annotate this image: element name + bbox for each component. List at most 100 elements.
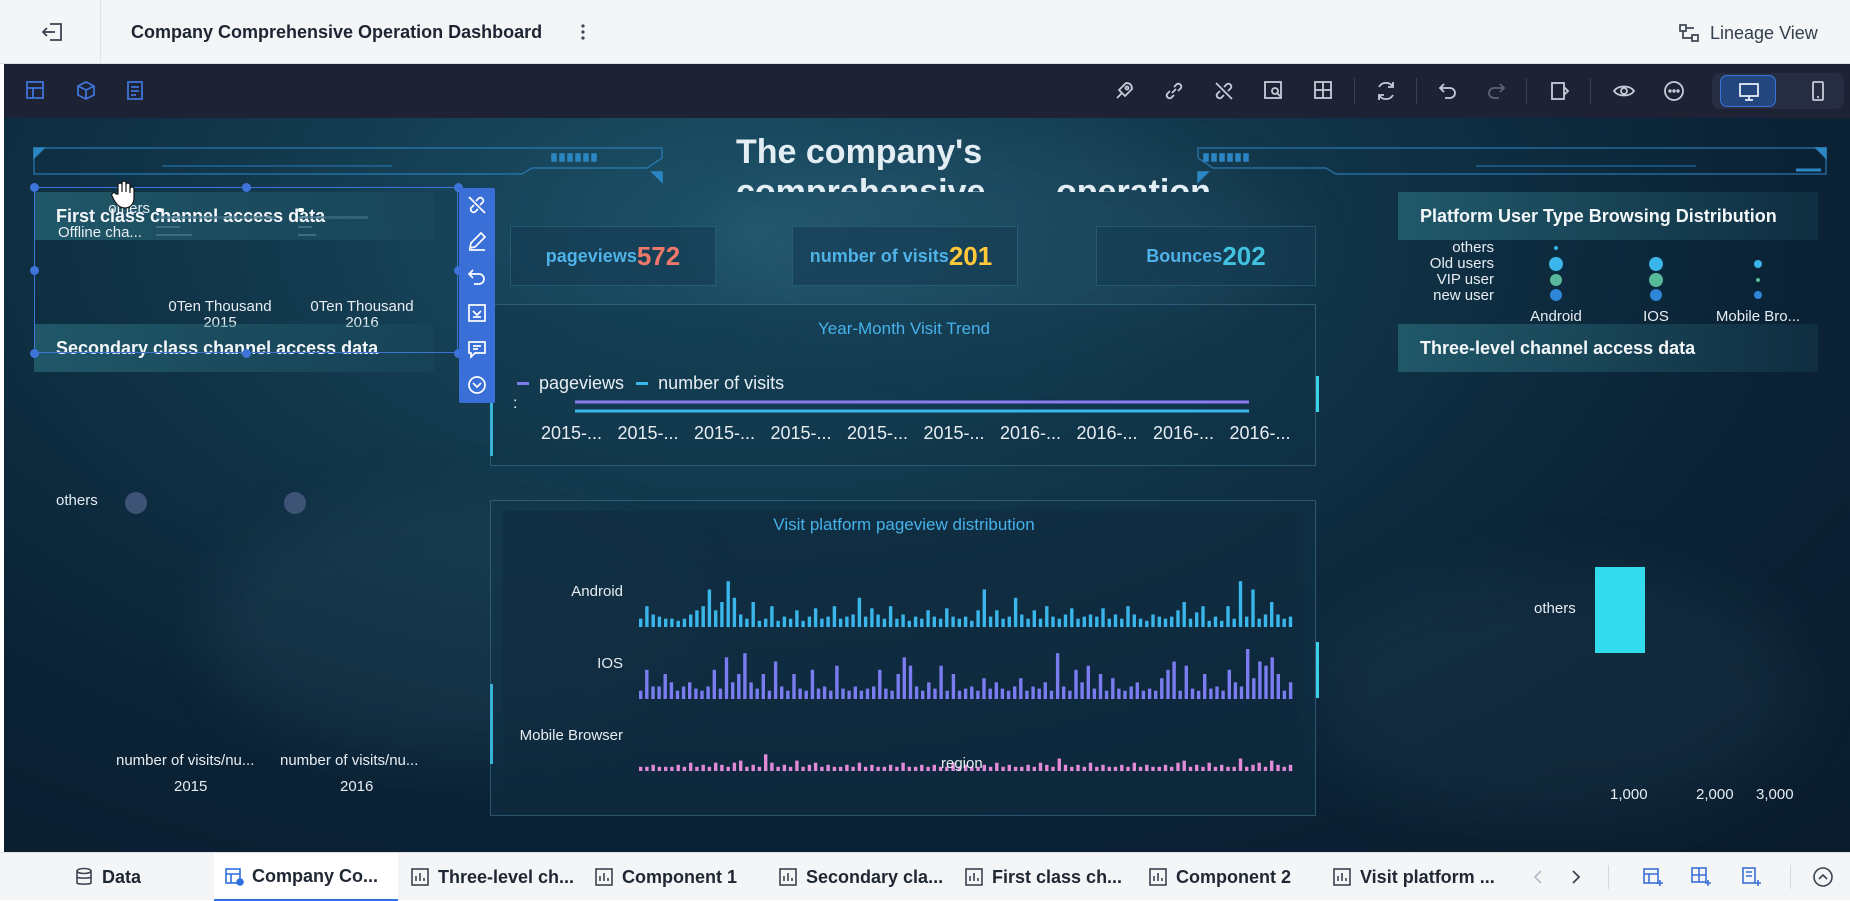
bar-mobile-browser — [1088, 762, 1093, 771]
scroll-indicator[interactable] — [1316, 376, 1319, 412]
more-vertical-icon[interactable] — [578, 21, 588, 43]
resize-handle[interactable] — [30, 349, 39, 358]
exit-icon[interactable] — [40, 21, 64, 43]
resize-handle[interactable] — [454, 266, 463, 275]
undo-icon[interactable] — [466, 266, 488, 288]
bar-ios — [853, 686, 857, 699]
scroll-left-icon[interactable] — [1528, 867, 1548, 887]
tab-first-class[interactable]: First class ch... — [964, 853, 1122, 901]
scroll-indicator[interactable] — [1316, 642, 1319, 698]
bar-ios — [1086, 665, 1090, 699]
x-tick: 1,000 — [1610, 786, 1648, 803]
bar-ios — [1080, 682, 1084, 699]
replace-icon[interactable] — [466, 302, 488, 324]
device-toggle — [1712, 73, 1844, 109]
edit-icon[interactable] — [466, 230, 488, 252]
bar-ios — [792, 674, 796, 699]
bar-ios — [1166, 669, 1170, 699]
bar-mobile-browser — [645, 766, 649, 771]
resize-handle[interactable] — [30, 266, 39, 275]
add-dashboard-icon[interactable] — [1642, 866, 1664, 888]
unlink-icon[interactable] — [466, 194, 488, 216]
selected-component-frame[interactable] — [30, 183, 463, 358]
trend-chart-panel[interactable]: Year-Month Visit Trend pageviews number … — [490, 304, 1316, 466]
undo-icon[interactable] — [1436, 79, 1460, 103]
tab-label: Three-level ch... — [438, 866, 575, 887]
tab-secondary[interactable]: Secondary cla... — [778, 853, 943, 901]
bar-android — [1182, 602, 1186, 627]
layout-panel-icon[interactable] — [1548, 79, 1572, 103]
database-icon — [76, 867, 92, 885]
tab-component-2[interactable]: Component 2 — [1148, 853, 1291, 901]
scroll-indicator[interactable] — [490, 400, 493, 456]
add-cube-icon[interactable] — [74, 79, 98, 103]
chart-icon — [411, 868, 429, 886]
comment-icon[interactable] — [466, 338, 488, 360]
tab-data[interactable]: Data — [74, 853, 141, 901]
tab-visit-platform[interactable]: Visit platform ... — [1332, 853, 1495, 901]
resize-handle[interactable] — [30, 183, 39, 192]
bar-android — [657, 616, 662, 627]
tab-component-1[interactable]: Component 1 — [594, 853, 737, 901]
desktop-button[interactable] — [1720, 75, 1776, 107]
bar-ios — [786, 690, 790, 699]
more-options-icon[interactable] — [1662, 79, 1686, 103]
bar-ios — [773, 661, 778, 699]
bar-android — [932, 616, 936, 627]
bar-mobile-browser — [639, 766, 643, 771]
unlink-icon[interactable] — [1212, 79, 1236, 103]
tab-three-level[interactable]: Three-level ch... — [410, 853, 574, 901]
bar-ios — [645, 669, 649, 699]
add-grid-icon[interactable] — [1690, 866, 1712, 888]
bar-ios — [816, 688, 821, 699]
three-level-panel-title[interactable]: Three-level channel access data — [1398, 324, 1818, 372]
add-dashboard-icon[interactable] — [24, 79, 48, 103]
bar-mobile-browser — [1076, 764, 1080, 772]
bar-android — [1213, 616, 1218, 627]
resize-handle[interactable] — [242, 183, 251, 192]
chart-icon — [965, 868, 983, 886]
user-type-panel-title[interactable]: Platform User Type Browsing Distribution — [1398, 192, 1818, 240]
scroll-indicator[interactable] — [490, 684, 493, 764]
collapse-up-icon[interactable] — [1812, 866, 1834, 888]
resize-handle[interactable] — [242, 349, 251, 358]
bar-mobile-browser — [813, 762, 818, 771]
bar-mobile-browser — [732, 762, 737, 771]
scroll-right-icon[interactable] — [1566, 867, 1586, 887]
bar-android — [1107, 618, 1111, 627]
add-report-icon[interactable] — [1740, 866, 1762, 888]
expand-down-icon[interactable] — [466, 374, 488, 396]
resize-handle[interactable] — [454, 183, 463, 192]
bar-mobile-browser — [1070, 766, 1074, 771]
bar-mobile-browser — [1226, 766, 1230, 771]
link-icon[interactable] — [1162, 79, 1186, 103]
bar-mobile-browser — [695, 766, 699, 771]
lineage-view-button[interactable]: Lineage View — [1678, 20, 1818, 46]
preview-icon[interactable] — [1612, 79, 1636, 103]
mobile-icon[interactable] — [1806, 79, 1830, 103]
tab-company-dashboard[interactable]: Company Co... — [214, 853, 398, 901]
bar-mobile-browser — [1232, 766, 1236, 771]
bar-mobile-browser — [1282, 766, 1286, 771]
bar-mobile-browser — [764, 754, 768, 771]
image-search-icon[interactable] — [1262, 79, 1286, 103]
bar-ios — [1246, 649, 1250, 699]
row-label: new user — [1433, 287, 1494, 304]
secondary-panel-title[interactable]: Secondary class channel access data — [34, 324, 434, 372]
bar-ios — [749, 682, 753, 699]
bar-mobile-browser — [1095, 766, 1099, 771]
platform-distribution-panel[interactable]: Visit platform pageview distribution And… — [490, 500, 1316, 816]
resize-handle[interactable] — [454, 349, 463, 358]
add-report-icon[interactable] — [124, 79, 148, 103]
bar-mobile-browser — [832, 766, 837, 771]
bar-mobile-browser — [926, 766, 930, 771]
refresh-icon[interactable] — [1374, 79, 1398, 103]
bar-ios — [1178, 690, 1182, 699]
redo-icon[interactable] — [1484, 79, 1508, 103]
bar-android — [1063, 614, 1068, 627]
bar-mobile-browser — [1151, 766, 1155, 771]
bar-android — [1151, 614, 1155, 627]
bar-mobile-browser — [1220, 764, 1224, 772]
rocket-icon[interactable] — [1112, 79, 1136, 103]
grid-icon[interactable] — [1312, 79, 1336, 103]
